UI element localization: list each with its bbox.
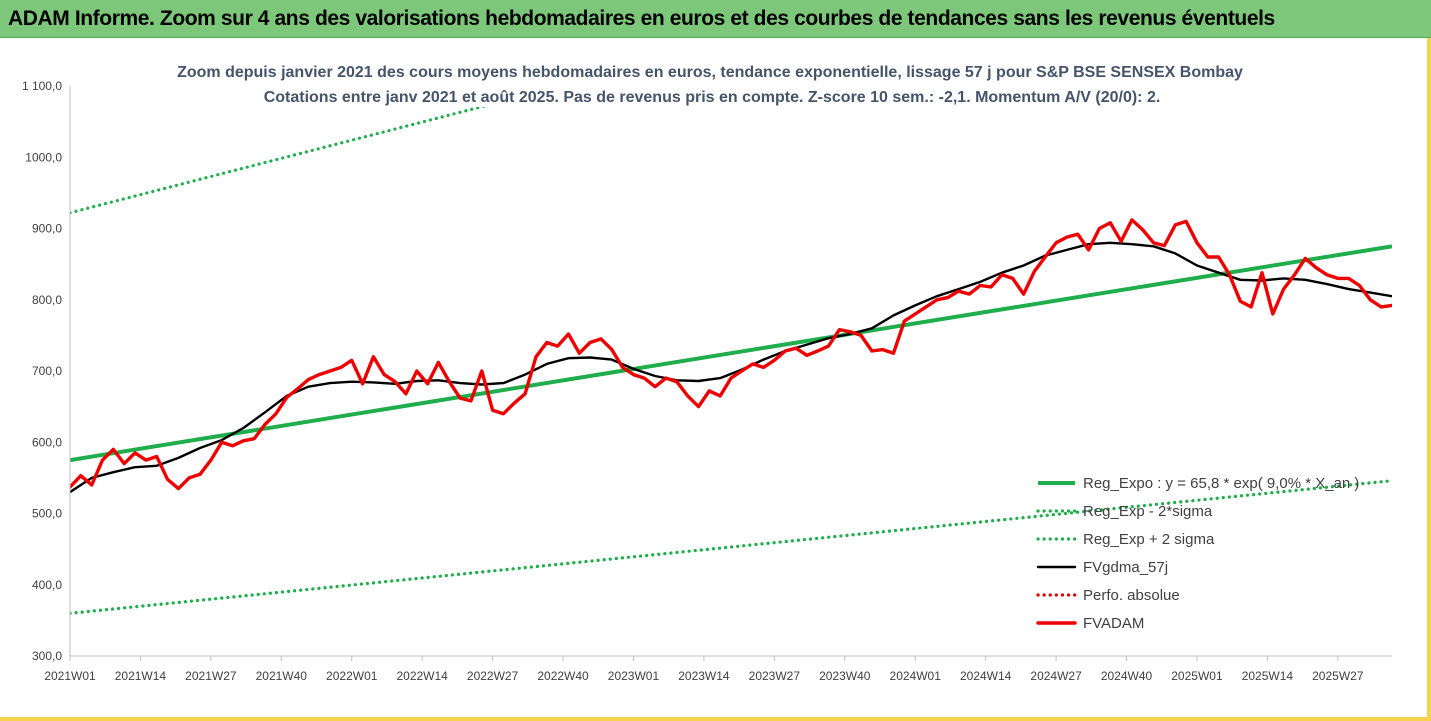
x-tick-label: 2022W01 [326, 669, 378, 683]
x-tick-label: 2023W27 [749, 669, 801, 683]
y-tick-label: 300,0 [32, 649, 62, 663]
chart-title: Zoom depuis janvier 2021 des cours moyen… [177, 64, 1243, 81]
legend-label: Perfo. absolue [1083, 587, 1180, 604]
chart-area [0, 38, 1431, 721]
y-tick-label: 400,0 [32, 578, 62, 592]
x-tick-label: 2024W40 [1101, 669, 1153, 683]
y-tick-label: 700,0 [32, 364, 62, 378]
legend-reg-exp-minus-2sigma: Reg_Exp - 2*sigma [1036, 503, 1213, 520]
chart-subtitle: Cotations entre janv 2021 et août 2025. … [264, 89, 1161, 106]
x-tick-label: 2024W14 [960, 669, 1012, 683]
x-tick-label: 2024W01 [890, 669, 942, 683]
x-tick-label: 2025W01 [1171, 669, 1223, 683]
title-backdrop [180, 57, 1240, 107]
reg-exp-minus-2sigma-line [70, 479, 1392, 615]
x-tick-label: 2025W27 [1312, 669, 1364, 683]
reg-expo-line [70, 244, 1392, 463]
x-tick-label: 2021W27 [185, 669, 237, 683]
legend-label: Reg_Expo : y = 65,8 * exp( 9,0% * X_an ) [1083, 475, 1359, 492]
x-tick-label: 2023W40 [819, 669, 871, 683]
legend-perfo-absolue: Perfo. absolue [1036, 587, 1180, 604]
legend-fvgdma-57j: FVgdma_57j [1036, 559, 1168, 576]
x-tick-label: 2022W14 [396, 669, 448, 683]
x-tick-label: 2021W40 [256, 669, 308, 683]
x-tick-label: 2024W27 [1030, 669, 1082, 683]
legend-label: FVgdma_57j [1083, 559, 1168, 576]
x-tick-label: 2025W14 [1242, 669, 1294, 683]
y-tick-label: 1000,0 [25, 150, 62, 164]
fvadam-line [70, 218, 1392, 491]
y-tick-label: 500,0 [32, 507, 62, 521]
y-tick-label: 1 100,0 [22, 79, 62, 93]
legend-reg-expo: Reg_Expo : y = 65,8 * exp( 9,0% * X_an ) [1038, 475, 1359, 492]
x-tick-label: 2022W27 [467, 669, 519, 683]
y-tick-label: 800,0 [32, 293, 62, 307]
legend-label: FVADAM [1083, 615, 1144, 632]
report-header: ADAM Informe. Zoom sur 4 ans des valoris… [0, 0, 1431, 38]
legend-label: Reg_Exp + 2 sigma [1083, 531, 1215, 548]
x-tick-label: 2023W01 [608, 669, 660, 683]
x-tick-label: 2023W14 [678, 669, 730, 683]
x-tick-label: 2021W01 [44, 669, 96, 683]
y-tick-label: 900,0 [32, 222, 62, 236]
y-tick-label: 600,0 [32, 435, 62, 449]
legend-reg-exp-plus-2sigma: Reg_Exp + 2 sigma [1036, 531, 1215, 548]
x-tick-label: 2021W14 [115, 669, 167, 683]
report-title: ADAM Informe. Zoom sur 4 ans des valoris… [8, 7, 1275, 30]
x-tick-label: 2022W40 [537, 669, 589, 683]
legend-label: Reg_Exp - 2*sigma [1083, 503, 1213, 520]
chart-legend: Reg_Expo : y = 65,8 * exp( 9,0% * X_an )… [1036, 475, 1359, 632]
legend-fvadam: FVADAM [1036, 615, 1144, 632]
